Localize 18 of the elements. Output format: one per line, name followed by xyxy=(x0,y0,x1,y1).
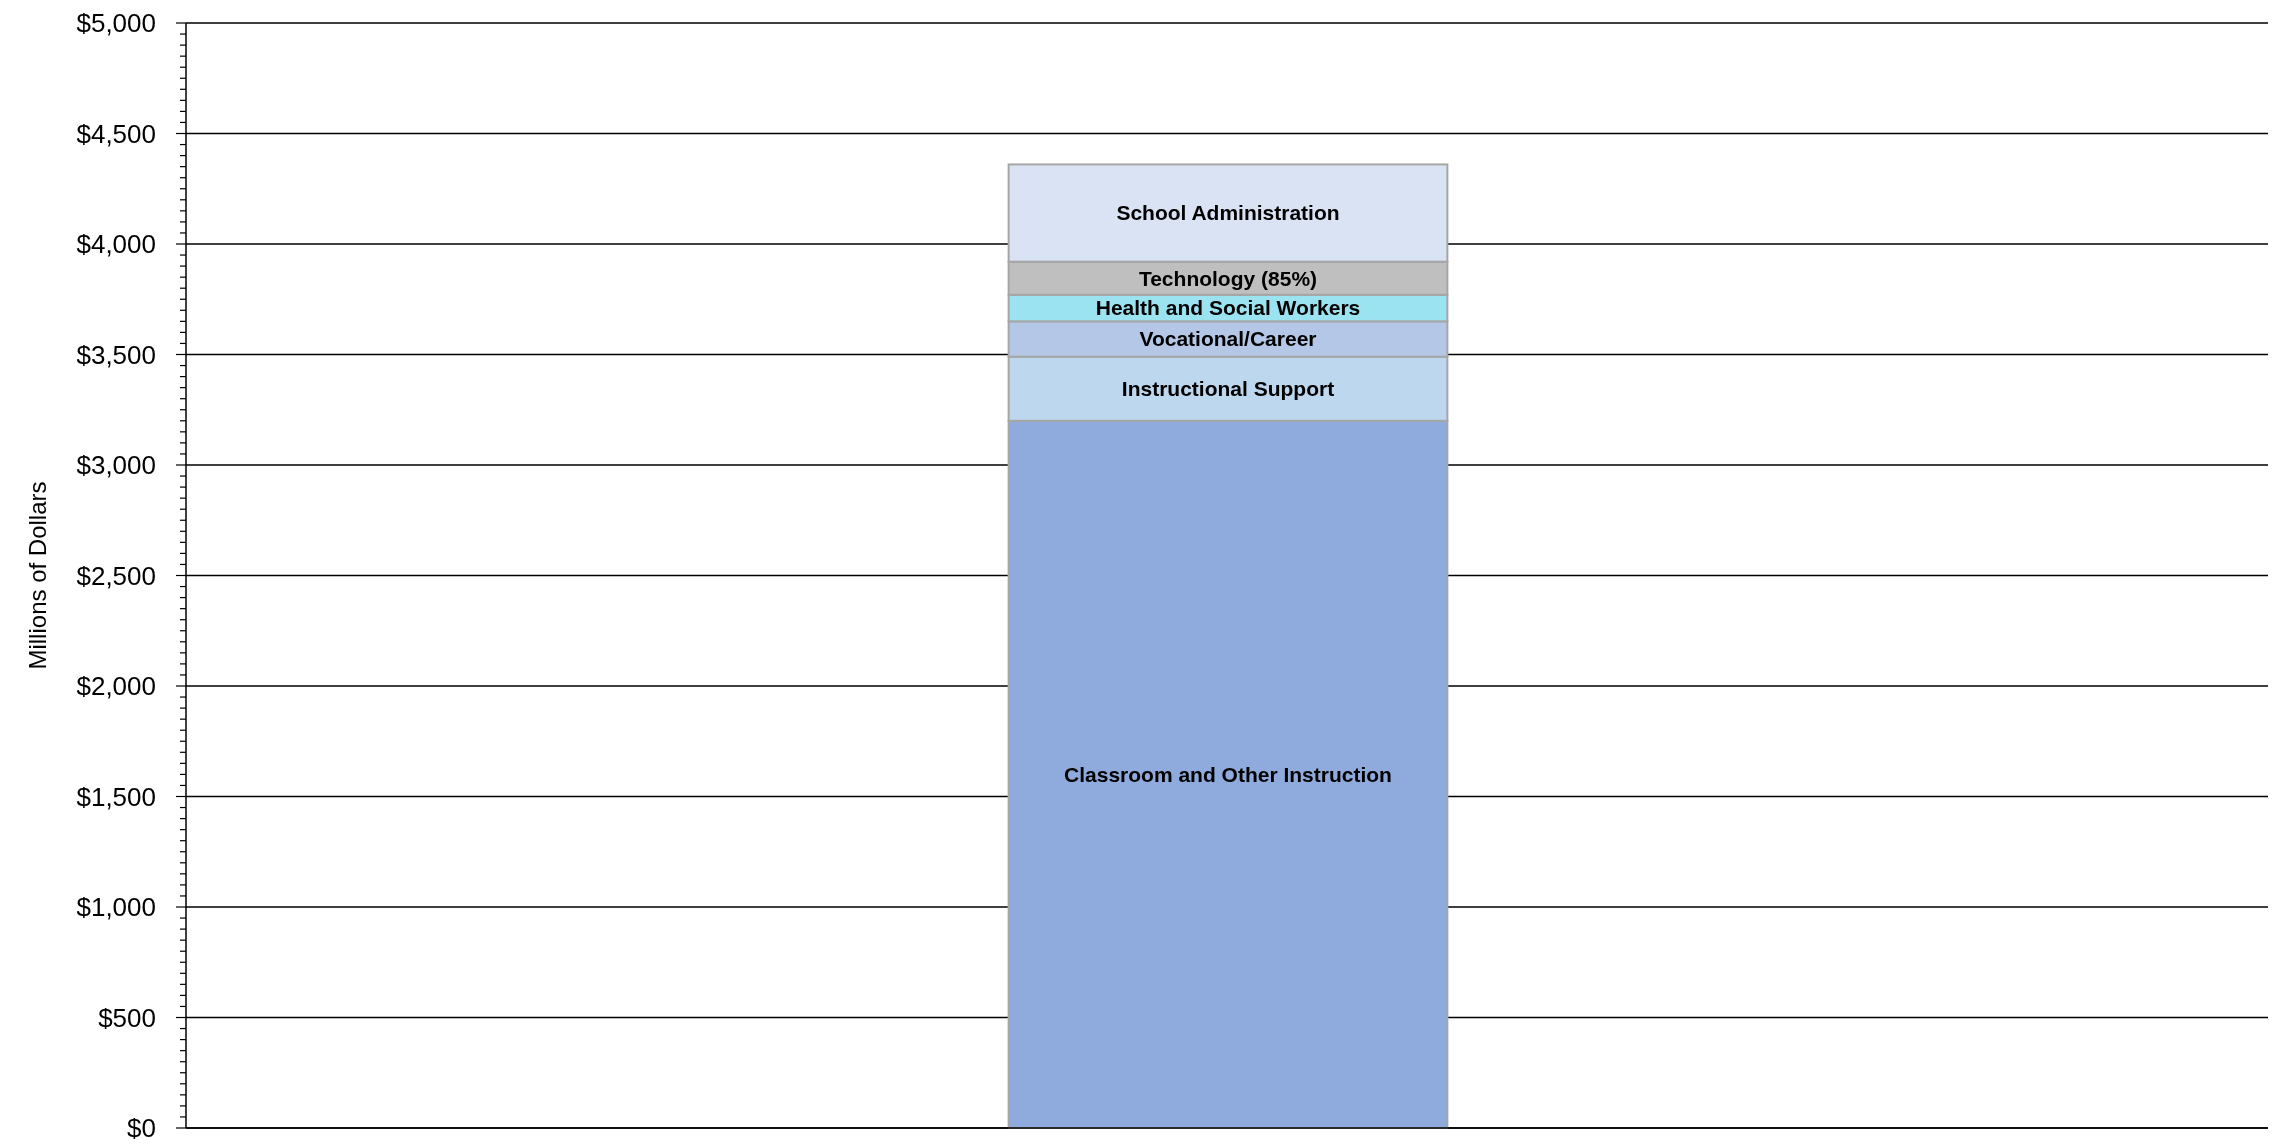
y-tick-label: $4,000 xyxy=(76,229,156,260)
series-label: Technology (85%) xyxy=(1138,266,1318,290)
y-tick-label: $3,500 xyxy=(76,339,156,370)
y-tick-label: $3,000 xyxy=(76,450,156,481)
y-tick-label: $2,500 xyxy=(76,560,156,591)
y-tick-label: $500 xyxy=(98,1002,156,1033)
y-tick-label: $0 xyxy=(127,1113,156,1144)
series-label: School Administration xyxy=(1116,201,1340,225)
y-tick-label: $1,000 xyxy=(76,892,156,923)
y-tick-label: $1,500 xyxy=(76,781,156,812)
series-label: Vocational/Career xyxy=(1139,327,1317,351)
series-label: Classroom and Other Instruction xyxy=(1064,762,1392,786)
y-tick-label: $2,000 xyxy=(76,671,156,702)
series-label: Health and Social Workers xyxy=(1095,296,1361,320)
y-tick-label: $4,500 xyxy=(76,118,156,149)
y-axis-title: Millions of Dollars xyxy=(24,481,51,670)
series-label: Instructional Support xyxy=(1121,377,1335,401)
y-tick-label: $5,000 xyxy=(76,8,156,39)
